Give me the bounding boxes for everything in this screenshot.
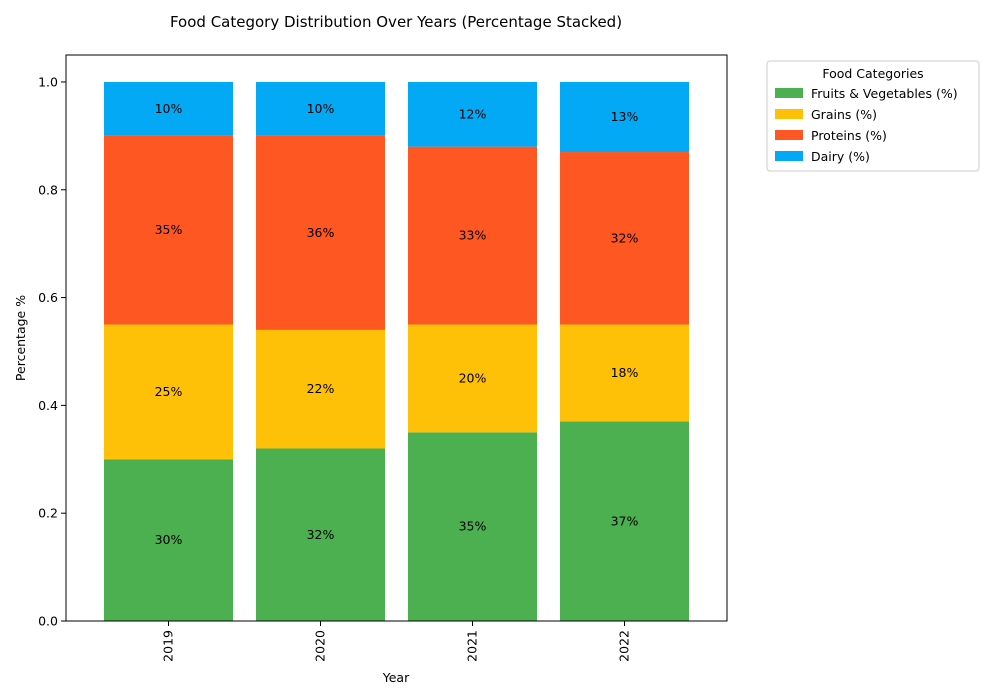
bar-segment-2021-0 bbox=[408, 432, 537, 621]
bar-segment-2020-0 bbox=[256, 448, 385, 621]
data-label-2022-2: 32% bbox=[611, 230, 639, 245]
bar-segment-2022-1 bbox=[560, 324, 689, 422]
bar-segment-2020-3 bbox=[256, 81, 385, 136]
legend-swatch-2 bbox=[775, 130, 803, 140]
data-label-2021-3: 12% bbox=[459, 106, 487, 121]
data-label-2022-0: 37% bbox=[611, 513, 639, 528]
legend-swatch-0 bbox=[775, 88, 803, 98]
bar-segment-2020-1 bbox=[256, 329, 385, 449]
data-label-2021-0: 35% bbox=[459, 519, 487, 534]
legend-swatch-3 bbox=[775, 151, 803, 161]
data-label-2019-2: 35% bbox=[155, 222, 183, 237]
plot-frame bbox=[65, 54, 728, 622]
bar-segment-2022-3 bbox=[560, 81, 689, 153]
data-label-2022-1: 18% bbox=[611, 365, 639, 380]
bar-segment-2019-0 bbox=[104, 459, 233, 621]
data-label-2019-3: 10% bbox=[155, 101, 183, 116]
x-tick-label-2019: 2019 bbox=[161, 630, 176, 662]
y-tick-label: 0.4 bbox=[38, 398, 58, 413]
legend-label-0: Fruits & Vegetables (%) bbox=[811, 86, 958, 101]
bar-segment-2019-2 bbox=[104, 135, 233, 325]
data-label-2019-0: 30% bbox=[155, 532, 183, 547]
plot-area: 30% 25% 35% 10% 2019 32% 22% 36% 10% 2020 35% 20% 33… bbox=[38, 74, 689, 662]
y-tick-label: 0.8 bbox=[38, 182, 58, 197]
bar-segment-2021-1 bbox=[408, 324, 537, 433]
bar-segment-2020-2 bbox=[256, 135, 385, 330]
bar-segment-2021-2 bbox=[408, 146, 537, 325]
x-tick-label-2021: 2021 bbox=[465, 630, 480, 662]
data-label-2019-1: 25% bbox=[155, 384, 183, 399]
data-label-2020-0: 32% bbox=[307, 527, 335, 542]
y-axis-label: Percentage % bbox=[13, 295, 28, 381]
bar-segment-2022-0 bbox=[560, 421, 689, 621]
data-label-2020-1: 22% bbox=[307, 381, 335, 396]
bar-segment-2021-3 bbox=[408, 81, 537, 147]
legend-swatch-1 bbox=[775, 109, 803, 119]
chart-title: Food Category Distribution Over Years (P… bbox=[170, 13, 622, 31]
data-label-2021-2: 33% bbox=[459, 228, 487, 243]
legend-label-3: Dairy (%) bbox=[811, 149, 870, 164]
data-label-2020-3: 10% bbox=[307, 101, 335, 116]
data-label-2022-3: 13% bbox=[611, 109, 639, 124]
legend-box bbox=[766, 60, 980, 172]
legend-label-1: Grains (%) bbox=[811, 107, 877, 122]
data-label-2021-1: 20% bbox=[459, 370, 487, 385]
x-tick-label-2020: 2020 bbox=[313, 630, 328, 662]
bar-segment-2019-3 bbox=[104, 81, 233, 136]
y-tick-label: 1.0 bbox=[38, 74, 58, 89]
y-tick-label: 0.6 bbox=[38, 290, 58, 305]
y-tick-label: 0.2 bbox=[38, 506, 58, 521]
data-label-2020-2: 36% bbox=[307, 225, 335, 240]
legend-title: Food Categories bbox=[822, 66, 923, 81]
x-tick-label-2022: 2022 bbox=[617, 630, 632, 662]
bar-segment-2022-2 bbox=[560, 152, 689, 325]
y-tick-label: 0.0 bbox=[38, 614, 58, 629]
legend-label-2: Proteins (%) bbox=[811, 128, 887, 143]
x-axis-label: Year bbox=[382, 670, 410, 685]
bar-segment-2019-1 bbox=[104, 324, 233, 460]
legend: Food Categories Fruits & Vegetables (%) G… bbox=[766, 60, 980, 172]
